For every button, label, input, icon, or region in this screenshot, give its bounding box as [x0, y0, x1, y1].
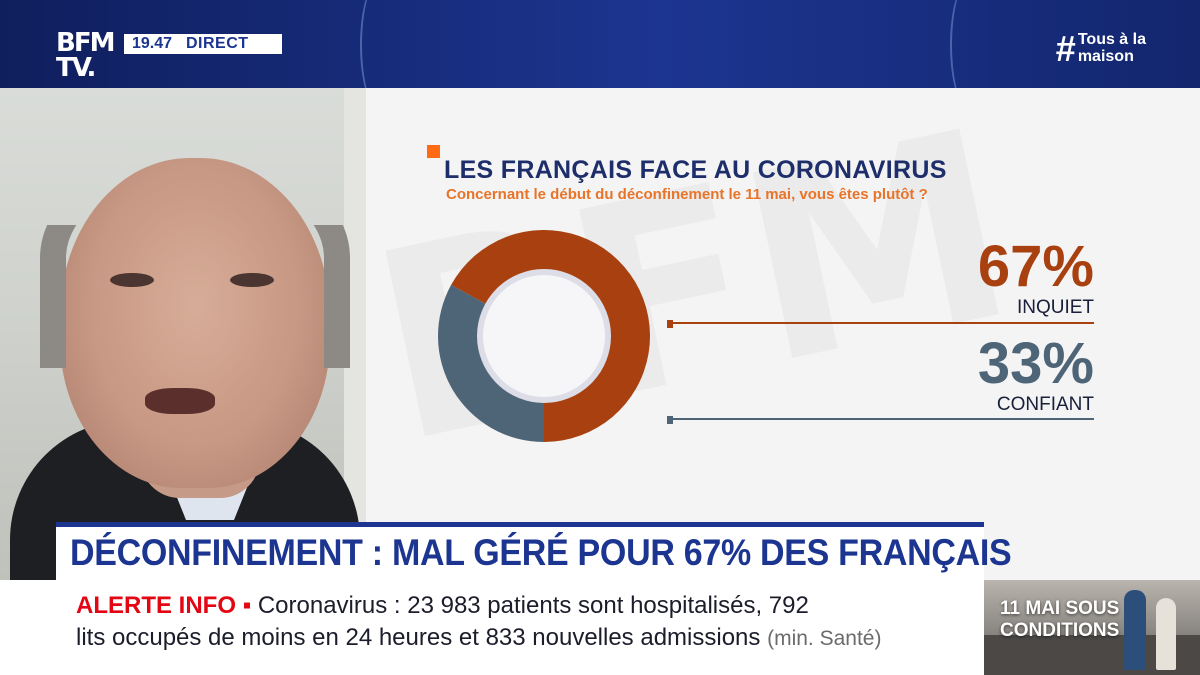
chart-title: LES FRANÇAIS FACE AU CORONAVIRUS: [444, 156, 947, 184]
channel-logo: BFM TV.: [56, 28, 115, 83]
slice-label-inquiet: INQUIET: [1016, 297, 1094, 318]
title-accent-square: [427, 145, 440, 158]
chart-subtitle: Concernant le début du déconfinement le …: [446, 186, 928, 203]
guest-video-feed: [0, 88, 366, 580]
promo-thumbnail: 11 MAI SOUS CONDITIONS: [984, 580, 1200, 675]
guest-hair: [40, 225, 350, 368]
ticker-text-1: Coronavirus : 23 983 patients sont hospi…: [257, 592, 809, 619]
promo-caption: 11 MAI SOUS CONDITIONS: [1000, 598, 1119, 642]
guest-eye-left: [110, 273, 154, 287]
legend-tick-inquiet: [667, 320, 673, 328]
decorative-curve: [360, 0, 400, 88]
promo-pedestrian: [1124, 590, 1146, 670]
promo-line-2: CONDITIONS: [1000, 619, 1120, 641]
ticker-text-2: lits occupés de moins en 24 heures et 83…: [76, 624, 761, 651]
headline-banner: DÉCONFINEMENT : MAL GÉRÉ POUR 67% DES FR…: [56, 522, 1012, 580]
background-door: [344, 88, 366, 580]
guest-mouth: [145, 388, 215, 414]
hashtag-line-1: Tous à la: [1077, 31, 1146, 49]
headline-text: DÉCONFINEMENT : MAL GÉRÉ POUR 67% DES FR…: [70, 532, 1012, 574]
hashtag-badge: # Tous à la maison: [1056, 31, 1146, 67]
legend-line-inquiet: [672, 322, 1094, 324]
news-ticker: ALERTE INFO ▪ Coronavirus : 23 983 patie…: [0, 580, 984, 675]
slice-value-confiant: 33%: [977, 331, 1094, 396]
donut-chart: [438, 230, 650, 442]
ticker-line-1: ALERTE INFO ▪ Coronavirus : 23 983 patie…: [76, 592, 809, 620]
ticker-line-2: lits occupés de moins en 24 heures et 83…: [76, 624, 881, 652]
donut-slice-confiant: [438, 284, 544, 442]
live-label: DIRECT: [186, 35, 249, 52]
top-bar: BFM TV. 19.47 DIRECT # Tous à la maison: [0, 0, 1200, 88]
logo-line-1: BFM: [56, 28, 115, 58]
promo-line-1: 11 MAI SOUS: [1000, 598, 1120, 619]
slice-value-inquiet: 67%: [977, 234, 1094, 299]
legend-line-confiant: [672, 418, 1094, 420]
clock-time: 19.47: [132, 35, 173, 52]
ticker-source: (min. Santé): [767, 627, 882, 650]
decorative-curve: [950, 0, 990, 88]
promo-pedestrian: [1156, 598, 1176, 670]
legend-tick-confiant: [667, 416, 673, 424]
logo-line-2: TV.: [56, 52, 96, 83]
alert-label: ALERTE INFO ▪: [76, 592, 252, 619]
hashtag-icon: #: [1055, 28, 1076, 69]
donut-hole: [477, 269, 611, 403]
live-clock-badge: 19.47 DIRECT: [124, 34, 282, 54]
guest-eye-right: [230, 273, 274, 287]
slice-label-confiant: CONFIANT: [996, 394, 1094, 415]
hashtag-line-2: maison: [1077, 48, 1134, 65]
donut-slice-inquiet: [451, 230, 650, 442]
